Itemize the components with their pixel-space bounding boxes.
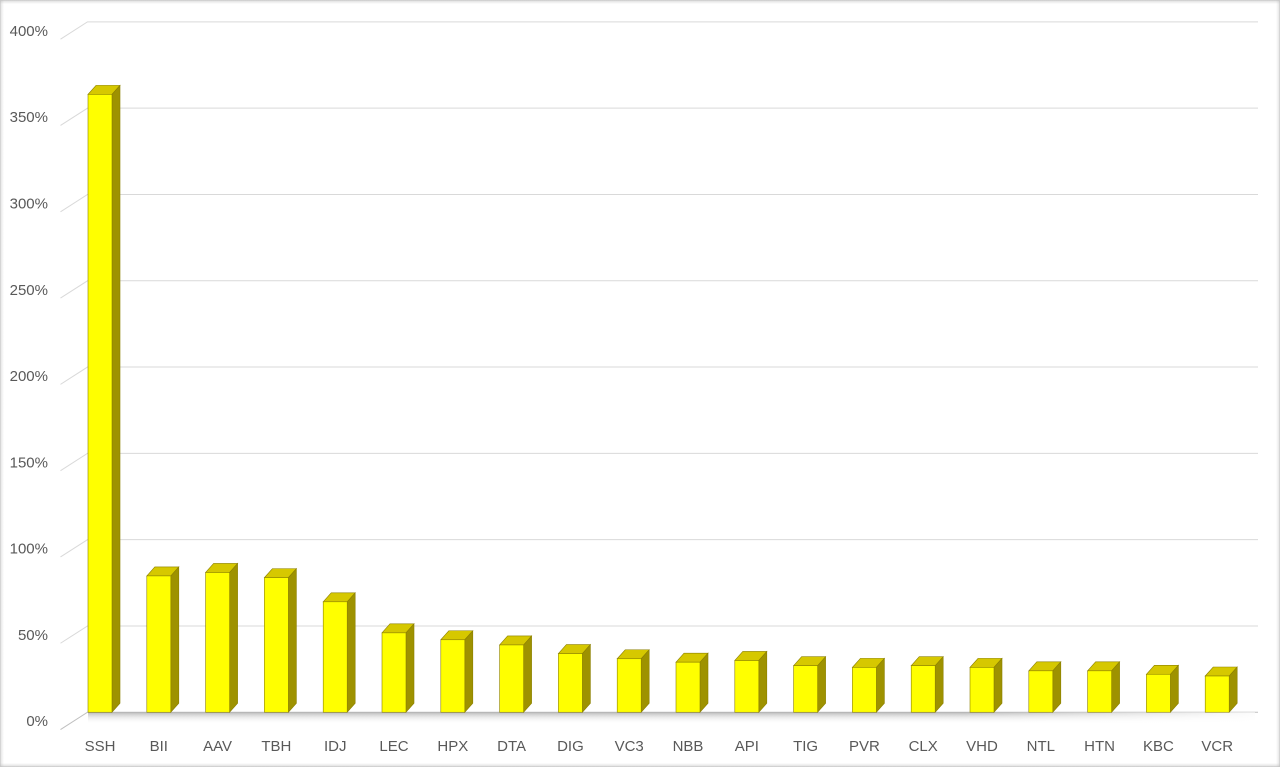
svg-text:VC3: VC3 (615, 738, 644, 755)
svg-text:150%: 150% (10, 454, 48, 471)
svg-text:400%: 400% (10, 23, 48, 40)
svg-text:NBB: NBB (673, 738, 704, 755)
svg-text:IDJ: IDJ (324, 738, 347, 755)
svg-text:250%: 250% (10, 282, 48, 299)
svg-text:CLX: CLX (909, 738, 938, 755)
svg-text:NTL: NTL (1027, 738, 1055, 755)
svg-text:300%: 300% (10, 195, 48, 212)
svg-text:TBH: TBH (261, 738, 291, 755)
svg-text:200%: 200% (10, 368, 48, 385)
svg-text:AAV: AAV (203, 738, 232, 755)
svg-text:TIG: TIG (793, 738, 818, 755)
svg-text:HTN: HTN (1084, 738, 1115, 755)
svg-text:100%: 100% (10, 541, 48, 558)
svg-text:50%: 50% (18, 627, 48, 644)
svg-text:SSH: SSH (85, 738, 116, 755)
svg-text:350%: 350% (10, 109, 48, 126)
svg-text:0%: 0% (26, 713, 48, 730)
svg-text:DTA: DTA (497, 738, 526, 755)
svg-text:BII: BII (150, 738, 168, 755)
svg-text:HPX: HPX (437, 738, 468, 755)
svg-text:API: API (735, 738, 759, 755)
svg-text:KBC: KBC (1143, 738, 1174, 755)
svg-text:VHD: VHD (966, 738, 998, 755)
svg-text:LEC: LEC (379, 738, 408, 755)
svg-text:VCR: VCR (1201, 738, 1233, 755)
svg-text:PVR: PVR (849, 738, 880, 755)
svg-text:DIG: DIG (557, 738, 584, 755)
